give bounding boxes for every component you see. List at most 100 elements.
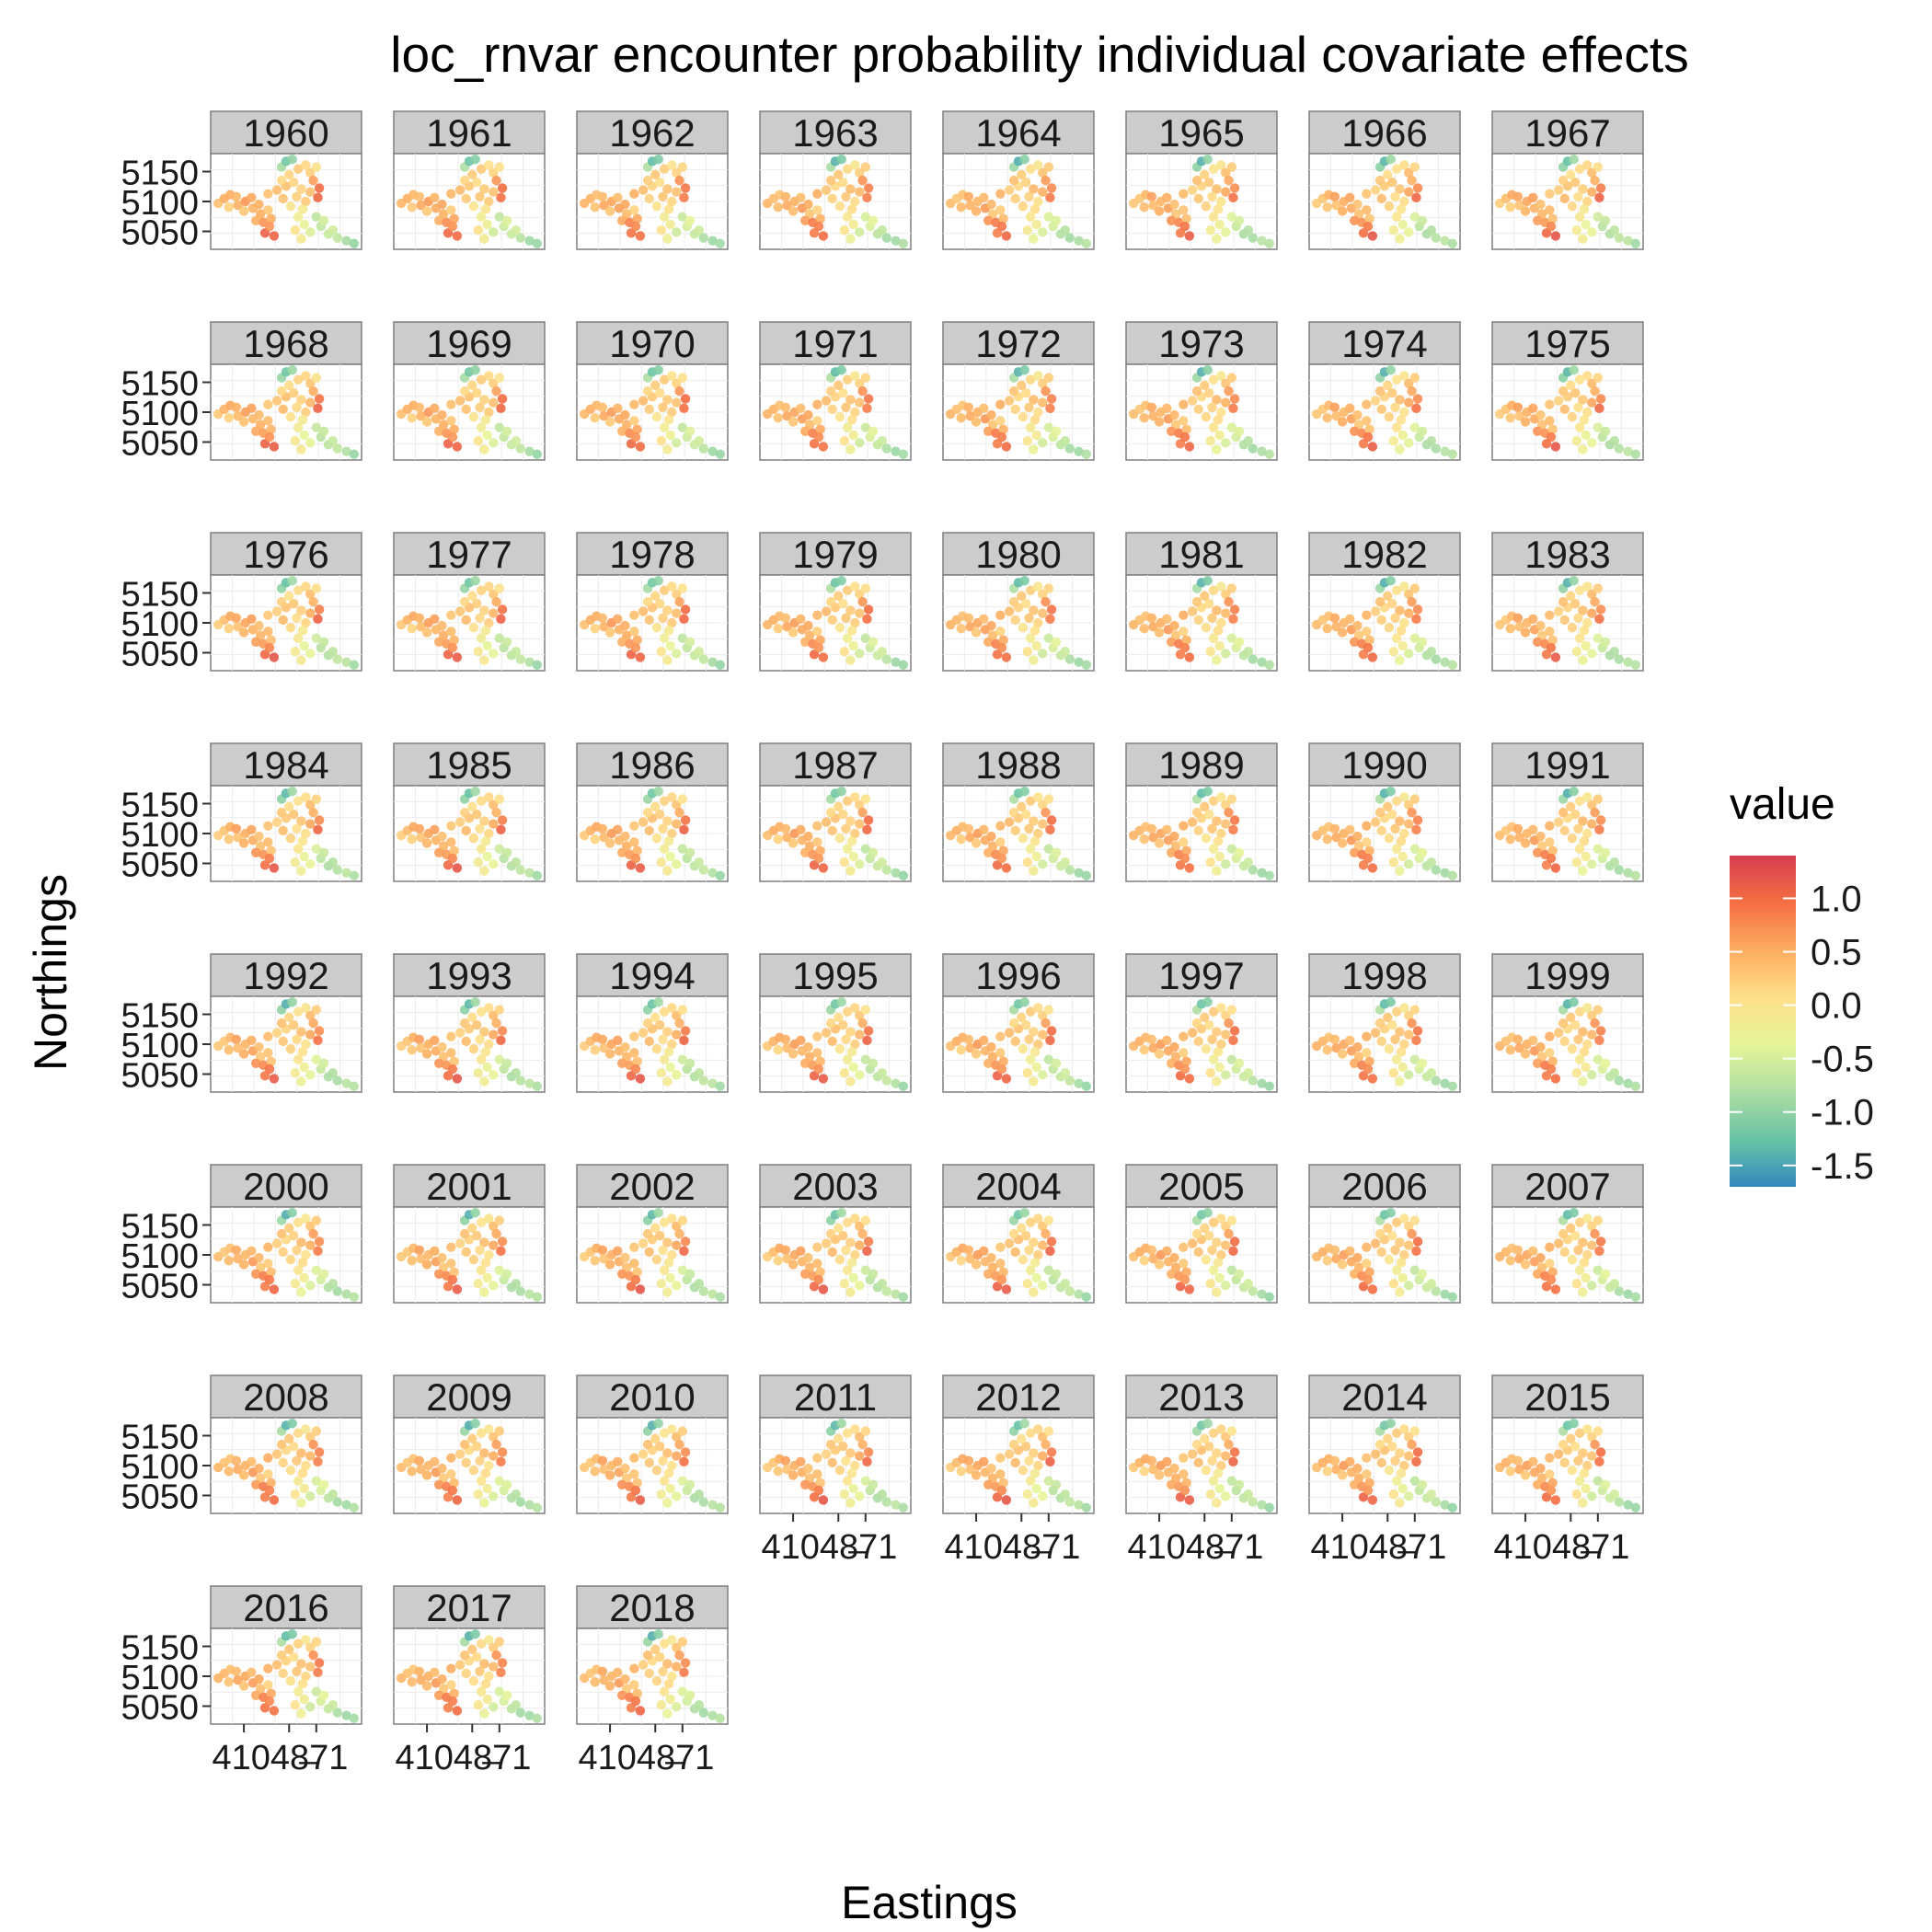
map-cell xyxy=(1582,1213,1593,1224)
map-cell xyxy=(800,1058,811,1069)
map-cell xyxy=(1193,1457,1203,1468)
map-cell xyxy=(313,1246,323,1257)
map-cell xyxy=(438,1052,449,1062)
map-cell xyxy=(1045,1456,1055,1467)
map-cell xyxy=(276,175,287,186)
map-cell xyxy=(524,868,535,878)
map-cell xyxy=(1623,1289,1633,1299)
map-cell xyxy=(1208,422,1219,432)
map-cell xyxy=(1229,394,1240,404)
map-cell xyxy=(318,1479,329,1490)
map-cell xyxy=(827,193,837,204)
map-cell xyxy=(987,1262,998,1272)
map-cell xyxy=(672,227,682,237)
map-cell xyxy=(996,221,1007,232)
map-cell xyxy=(898,870,908,880)
map-cell xyxy=(305,397,316,408)
map-cell xyxy=(617,1058,627,1069)
map-cell xyxy=(476,1006,487,1017)
map-cell xyxy=(662,395,673,405)
map-cell xyxy=(1191,596,1202,607)
map-cell xyxy=(1363,431,1374,443)
map-cell xyxy=(834,623,845,633)
facet-panel: 1990 xyxy=(1308,742,1461,882)
map-cell xyxy=(484,617,494,628)
map-cell xyxy=(773,413,783,423)
map-cell xyxy=(651,412,662,422)
map-cell xyxy=(292,1666,302,1677)
map-cell xyxy=(1364,1267,1374,1277)
map-cell xyxy=(1017,591,1027,602)
map-cell xyxy=(1559,404,1570,415)
map-cell xyxy=(1541,228,1552,238)
map-cell xyxy=(629,1259,639,1269)
map-cell xyxy=(707,1289,718,1299)
map-cell xyxy=(314,604,325,615)
map-cell xyxy=(672,1240,682,1250)
map-cell xyxy=(684,637,696,647)
map-cell xyxy=(416,1042,426,1053)
map-cell xyxy=(1193,825,1203,836)
map-cell xyxy=(1514,200,1524,211)
map-cell xyxy=(773,1256,783,1266)
map-cell xyxy=(1216,196,1226,207)
map-cell xyxy=(308,1650,318,1661)
map-cell xyxy=(1038,819,1048,829)
map-cell xyxy=(287,155,297,165)
map-cell xyxy=(1212,1237,1222,1248)
map-cell xyxy=(1383,801,1393,812)
map-cell xyxy=(860,373,870,383)
map-cell xyxy=(437,1673,447,1685)
map-cell xyxy=(674,1018,684,1029)
map-cell xyxy=(278,825,288,836)
map-cell xyxy=(845,655,856,665)
map-cell xyxy=(965,1253,975,1264)
map-cell xyxy=(1390,1455,1400,1466)
map-cell xyxy=(1025,212,1036,222)
map-cell xyxy=(1559,1036,1570,1047)
map-cell xyxy=(715,1502,725,1512)
map-cell xyxy=(846,1468,857,1478)
map-cell xyxy=(667,196,677,207)
map-cell xyxy=(476,844,487,854)
map-cell xyxy=(468,1676,479,1686)
map-cell xyxy=(1630,1502,1641,1512)
map-cell xyxy=(1207,1245,1217,1256)
map-cell xyxy=(1390,823,1400,834)
map-cell xyxy=(467,591,477,602)
map-cell xyxy=(1179,837,1189,847)
map-cell xyxy=(1221,438,1231,448)
map-cell xyxy=(845,184,856,194)
map-cell xyxy=(804,630,815,640)
map-cell xyxy=(290,1700,301,1710)
map-cell xyxy=(1025,374,1036,385)
map-cell xyxy=(850,1460,860,1471)
map-cell xyxy=(1546,221,1557,232)
map-cell xyxy=(1447,1081,1458,1091)
map-cell xyxy=(1533,847,1543,857)
map-cell xyxy=(818,863,829,873)
map-cell xyxy=(1370,1238,1381,1248)
map-cell xyxy=(1417,1479,1428,1490)
map-cell xyxy=(838,388,848,398)
map-cell xyxy=(1587,397,1597,408)
map-cell xyxy=(656,1489,667,1500)
map-cell xyxy=(305,1702,316,1712)
map-cell xyxy=(838,1442,848,1452)
map-cell xyxy=(1038,608,1048,618)
map-cell xyxy=(278,615,288,626)
map-cell xyxy=(233,1253,243,1264)
map-cell xyxy=(238,1470,249,1480)
map-cell xyxy=(855,1221,865,1232)
map-cell xyxy=(629,627,639,637)
map-cell xyxy=(238,1259,249,1270)
map-cell xyxy=(1322,1045,1332,1055)
map-cell xyxy=(881,443,891,454)
map-cell xyxy=(313,1035,323,1046)
map-cell xyxy=(848,430,858,441)
map-cell xyxy=(868,1269,879,1280)
map-cell xyxy=(1213,415,1224,425)
map-cell xyxy=(299,430,309,441)
map-cell xyxy=(251,637,261,647)
map-cell xyxy=(963,1034,974,1045)
